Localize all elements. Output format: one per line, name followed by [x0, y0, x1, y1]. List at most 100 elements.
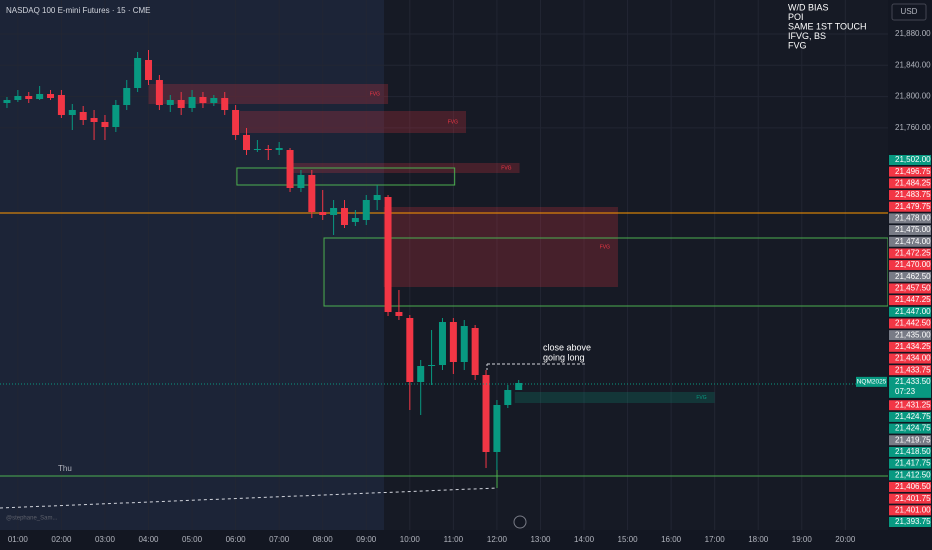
price-tag-label: 21,412.50	[895, 470, 931, 479]
candle-body	[166, 100, 174, 105]
candle-body	[515, 383, 523, 390]
price-tag	[889, 318, 931, 329]
price-tag-label: 21,431.25	[895, 400, 931, 409]
price-tag-label: 21,401.75	[895, 494, 931, 503]
price-tag-label: 21,502.00	[895, 155, 931, 164]
price-tag-label: 21,424.75	[895, 424, 931, 433]
x-tick-label: 07:00	[269, 535, 290, 544]
note: going long	[543, 352, 585, 362]
candle-body	[275, 148, 283, 150]
x-tick-label: 04:00	[138, 535, 159, 544]
currency: USD	[901, 7, 918, 16]
candle-body	[438, 322, 446, 365]
price-tag	[889, 201, 931, 212]
candle-body	[79, 112, 87, 120]
price-tag	[889, 365, 931, 376]
price-tag-label: 21,475.00	[895, 225, 931, 234]
chart-title: NASDAQ 100 E-mini Futures · 15 · CME	[6, 6, 150, 15]
zone-label: FVG	[448, 119, 458, 125]
candle-body	[297, 175, 305, 188]
price-tag-label: 21,484.25	[895, 178, 931, 187]
price-tag	[889, 481, 931, 492]
price-tag-label: 21,435.00	[895, 330, 931, 339]
symbol-tag	[856, 376, 887, 387]
price-tag	[889, 330, 931, 341]
price-tag-label: 21,419.75	[895, 435, 931, 444]
candle-body	[482, 375, 490, 452]
candle-body	[308, 175, 316, 212]
price-tag-label: 21,433.75	[895, 365, 931, 374]
candle-body	[340, 208, 348, 225]
price-tag	[889, 470, 931, 481]
x-tick-label: 19:00	[792, 535, 813, 544]
candle-body	[351, 218, 359, 222]
y-tick-label: 21,880.00	[895, 29, 931, 38]
price-tag	[889, 178, 931, 189]
candle-body	[373, 195, 381, 200]
price-tag-label: 21,406.50	[895, 482, 931, 491]
price-tag	[889, 435, 931, 446]
candle-body	[471, 328, 479, 375]
candle-body	[460, 326, 468, 362]
price-tag	[889, 166, 931, 177]
event-icon[interactable]	[513, 515, 527, 529]
price-tag	[889, 353, 931, 364]
candle-body	[68, 110, 76, 115]
zone	[148, 84, 389, 104]
price-tag	[889, 341, 931, 352]
price-tag	[889, 213, 931, 224]
time-axis	[0, 530, 888, 550]
candle-body	[395, 312, 403, 316]
x-tick-label: 11:00	[444, 535, 464, 544]
price-tag	[889, 271, 931, 282]
y-tick-label: 21,800.00	[895, 92, 931, 101]
candle-body	[145, 60, 153, 80]
x-tick-label: 12:00	[487, 535, 508, 544]
countdown: 07:23	[895, 387, 916, 396]
candle-body	[504, 390, 512, 405]
candle-body	[493, 405, 501, 452]
price-tag-label: 21,462.50	[895, 272, 931, 281]
note: close above	[543, 342, 591, 352]
price-tag-label: 21,478.00	[895, 213, 931, 222]
zone	[239, 111, 466, 133]
currency-button[interactable]	[891, 3, 927, 21]
price-tag-label: 21,401.00	[895, 505, 931, 514]
annotation: POI	[788, 12, 804, 22]
x-tick-label: 18:00	[748, 535, 769, 544]
price-tag-label: 21,433.50	[895, 377, 931, 386]
candle-body	[3, 100, 11, 103]
x-tick-label: 09:00	[356, 535, 377, 544]
candle-body	[232, 110, 240, 135]
price-tag	[889, 376, 931, 398]
y-tick-label: 21,840.00	[895, 60, 931, 69]
price-tag	[889, 248, 931, 259]
candle-body	[221, 98, 229, 110]
candle-body	[264, 149, 272, 150]
price-tag	[889, 283, 931, 294]
annotation: FVG	[788, 40, 807, 50]
candle-body	[90, 118, 98, 122]
candle-body	[14, 96, 22, 100]
x-tick-label: 13:00	[530, 535, 551, 544]
candle-body	[428, 365, 436, 366]
x-tick-label: 06:00	[226, 535, 247, 544]
x-tick-label: 02:00	[51, 535, 72, 544]
price-tag	[889, 423, 931, 434]
y-tick-label: 21,760.00	[895, 123, 931, 132]
price-tag-label: 21,393.75	[895, 517, 931, 526]
price-tag	[889, 155, 931, 165]
axes: 01:00 02:00 03:00 04:00 05:00 06:00 07:00 08:00…	[8, 29, 931, 544]
trend-line	[0, 487, 498, 509]
price-tag-label: 21,447.25	[895, 295, 931, 304]
x-tick-label: 10:00	[400, 535, 421, 544]
zone-label: FVG	[501, 165, 511, 171]
price-tag-label: 21,434.25	[895, 342, 931, 351]
price-tag-label: 21,434.00	[895, 354, 931, 363]
candle-body	[188, 97, 196, 108]
x-tick-label: 03:00	[95, 535, 116, 544]
session-label: Thu	[58, 464, 72, 473]
price-tag	[889, 458, 931, 469]
price-tag-label: 21,424.75	[895, 412, 931, 421]
